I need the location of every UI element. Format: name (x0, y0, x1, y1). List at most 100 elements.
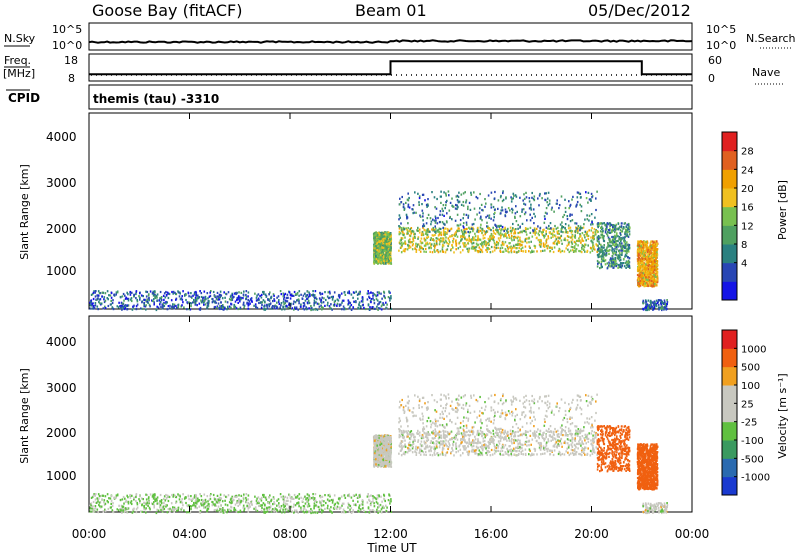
scatter-point (614, 263, 616, 266)
scatter-point (653, 275, 656, 278)
scatter-point (487, 241, 490, 244)
scatter-point (378, 291, 380, 294)
scatter-point (145, 507, 147, 510)
scatter-point (266, 303, 268, 306)
scatter-point (541, 232, 543, 235)
scatter-point (352, 306, 354, 309)
scatter-point (651, 278, 653, 281)
scatter-point (650, 251, 652, 255)
scatter-point (382, 246, 385, 250)
scatter-point (200, 295, 203, 299)
scatter-point (373, 238, 375, 242)
scatter-point (336, 304, 338, 307)
scatter-point (313, 294, 316, 297)
scatter-point (511, 197, 513, 201)
scatter-point (611, 247, 613, 250)
scatter-point (491, 236, 493, 239)
scatter-point (383, 253, 385, 256)
scatter-point (154, 496, 156, 500)
scatter-point (561, 249, 564, 253)
scatter-point (216, 305, 219, 308)
scatter-point (379, 236, 382, 239)
scatter-point (646, 250, 649, 253)
scatter-point (507, 247, 509, 250)
scatter-point (145, 498, 148, 501)
scatter-point (653, 273, 655, 277)
scatter-point (531, 216, 533, 219)
scatter-point (544, 243, 547, 246)
scatter-point (412, 239, 415, 242)
scatter-point (606, 232, 608, 235)
scatter-point (196, 304, 198, 307)
scatter-point (578, 249, 580, 253)
scatter-point (380, 251, 383, 254)
scatter-point (156, 499, 158, 502)
scatter-point (159, 297, 161, 300)
scatter-point (343, 291, 346, 294)
scatter-point (135, 511, 138, 514)
scatter-point (212, 290, 215, 294)
scatter-point (610, 257, 612, 260)
scatter-point (576, 203, 578, 206)
scatter-point (407, 239, 410, 242)
scatter-point (343, 308, 345, 311)
scatter-point (183, 294, 186, 297)
scatter-point (641, 247, 643, 250)
scatter-point (216, 298, 218, 301)
colorbar-tick-label: 20 (741, 184, 754, 195)
scatter-point (618, 235, 621, 239)
scatter-point (600, 266, 603, 269)
scatter-point (557, 226, 559, 229)
scatter-point (504, 208, 507, 211)
scatter-point (538, 204, 540, 207)
scatter-point (597, 253, 600, 256)
scatter-point (378, 240, 380, 243)
scatter-point (280, 496, 283, 499)
scatter-point (646, 256, 648, 259)
scatter-point (438, 238, 440, 241)
scatter-point (462, 225, 464, 228)
scatter-point (502, 198, 505, 201)
scatter-point (208, 295, 211, 298)
scatter-point (637, 244, 639, 247)
scatter-point (437, 230, 439, 233)
scatter-point (377, 261, 380, 264)
scatter-point (433, 219, 436, 222)
scatter-point (648, 252, 651, 256)
scatter-point (120, 305, 122, 309)
scatter-point (457, 201, 460, 204)
scatter-point (569, 214, 571, 217)
scatter-point (602, 239, 605, 242)
scatter-point (467, 214, 470, 217)
scatter-point (220, 301, 222, 304)
scatter-point (653, 283, 656, 286)
scatter-point (418, 196, 421, 200)
noise-right-tick-top: 10^5 (706, 23, 736, 36)
scatter-point (116, 305, 119, 308)
scatter-point (599, 267, 601, 270)
scatter-point (521, 208, 523, 211)
scatter-point (601, 233, 604, 237)
scatter-point (448, 229, 451, 232)
scatter-point (364, 307, 367, 311)
scatter-point (336, 298, 339, 301)
scatter-point (374, 307, 376, 310)
scatter-point (601, 257, 603, 260)
scatter-point (455, 242, 458, 245)
scatter-point (429, 217, 432, 220)
scatter-point (435, 217, 437, 220)
scatter-point (140, 307, 142, 310)
scatter-point (475, 249, 477, 252)
scatter-point (327, 301, 329, 304)
scatter-point (260, 296, 263, 299)
scatter-point (523, 230, 526, 233)
scatter-point (486, 214, 489, 217)
scatter-point (289, 297, 292, 300)
scatter-point (508, 235, 511, 238)
scatter-point (601, 222, 604, 225)
scatter-point (490, 229, 492, 232)
scatter-point (626, 256, 629, 259)
scatter-point (638, 244, 640, 247)
scatter-point (166, 301, 168, 304)
scatter-point (390, 247, 392, 251)
